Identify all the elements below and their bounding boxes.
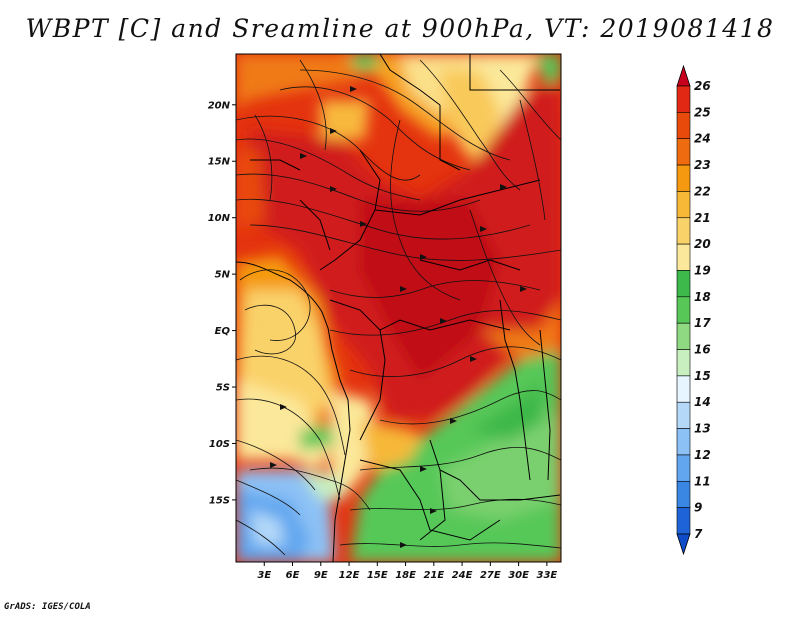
colorbar-top-arrow	[676, 64, 691, 87]
lon-label: 15E	[367, 570, 388, 581]
lon-label: 6E	[286, 570, 300, 581]
lat-label: 5N	[215, 270, 231, 281]
colorbar-label: 22	[694, 184, 711, 198]
country-borders	[236, 54, 561, 562]
colorbar-label: 15	[694, 369, 711, 383]
colorbar-label: 21	[694, 211, 711, 225]
colorbar-label: 12	[694, 448, 711, 462]
map-frame	[235, 53, 562, 563]
colorbar-segment	[676, 191, 691, 219]
streamlines	[236, 59, 561, 556]
lon-label: 9E	[314, 570, 328, 581]
colorbar-label: 26	[694, 79, 711, 93]
colorbar-segment	[676, 85, 691, 113]
colorbar-segment	[676, 270, 691, 298]
colorbar-label: 17	[694, 316, 711, 330]
colorbar-label: 25	[694, 105, 711, 119]
lat-label: 10N	[208, 213, 231, 224]
colorbar-segment	[676, 164, 691, 192]
colorbar-label: 13	[694, 422, 711, 436]
latitude-axis: 20N 15N 10N 5N EQ 5S 10S 15S	[208, 100, 236, 506]
colorbar-segment	[676, 428, 691, 456]
lon-label: 30E	[508, 570, 529, 581]
lat-label: 15N	[208, 157, 231, 168]
grads-credit: GrADS: IGES/COLA	[4, 602, 91, 612]
colorbar-segment	[676, 112, 691, 140]
colorbar-label: 24	[694, 132, 711, 146]
colorbar-segment	[676, 349, 691, 377]
longitude-axis: 3E 6E 9E 12E 15E 18E 21E 24E 27E 30E 33E	[257, 562, 557, 581]
colorbar-segment	[676, 217, 691, 245]
colorbar-segment	[676, 507, 691, 535]
colorbar-label: 9	[694, 501, 702, 515]
lon-label: 3E	[257, 570, 271, 581]
colorbar-label: 14	[694, 395, 711, 409]
lat-label: EQ	[215, 326, 231, 337]
colorbar-bottom-arrow	[676, 533, 691, 556]
wbpt-shading	[236, 54, 561, 562]
lon-label: 12E	[339, 570, 360, 581]
colorbar-segment	[676, 296, 691, 324]
color-bar: 26 25 24 23 22 21 20 19 18 17 16 15 14 13 12 11 9 7	[676, 64, 711, 556]
colorbar-label: 16	[694, 343, 711, 357]
streamline-arrows	[270, 86, 527, 548]
colorbar-label: 19	[694, 263, 711, 277]
lon-label: 33E	[536, 570, 557, 581]
map-title: WBPT [C] and Sreamline at 900hPa, VT: 20…	[25, 14, 775, 43]
colorbar-segment	[676, 375, 691, 403]
colorbar-segment	[676, 138, 691, 166]
colorbar-segment	[676, 243, 691, 271]
lat-label: 15S	[209, 495, 230, 506]
colorbar-segment	[676, 322, 691, 350]
lat-label: 20N	[208, 100, 231, 111]
colorbar-label: 23	[694, 158, 711, 172]
lon-label: 27E	[480, 570, 501, 581]
lat-label: 5S	[216, 383, 230, 394]
lon-label: 21E	[423, 570, 444, 581]
colorbar-segment	[676, 454, 691, 482]
colorbar-label: 18	[694, 290, 711, 304]
colorbar-label: 11	[694, 474, 711, 488]
lon-label: 24E	[452, 570, 473, 581]
lon-label: 18E	[395, 570, 416, 581]
lat-label: 10S	[209, 439, 230, 450]
colorbar-label: 20	[694, 237, 711, 251]
colorbar-label: 7	[694, 527, 703, 541]
colorbar-segment	[676, 480, 691, 508]
colorbar-segment	[676, 401, 691, 429]
